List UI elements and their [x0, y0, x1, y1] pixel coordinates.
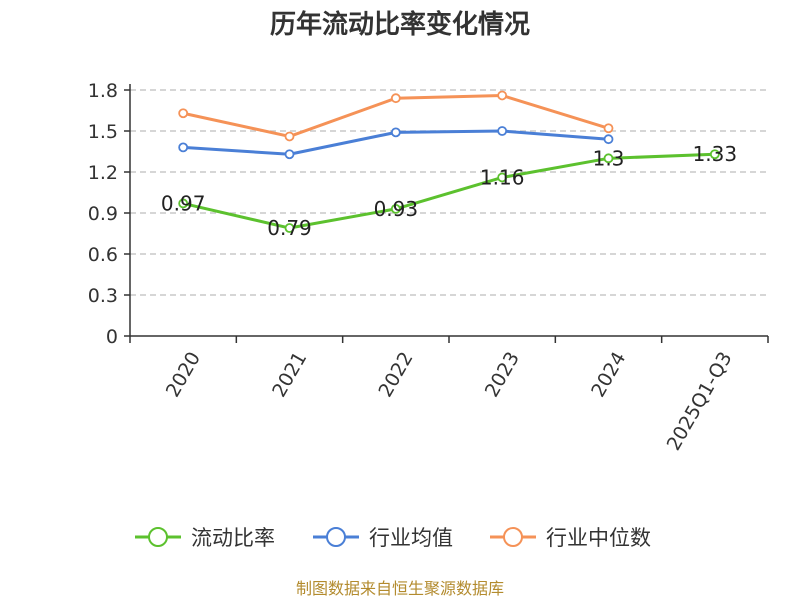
- series-line: [182, 152, 715, 230]
- x-tick-label: 2025Q1-Q3: [663, 348, 737, 454]
- legend-marker: [503, 527, 523, 547]
- data-point: [178, 142, 189, 153]
- chart-title: 历年流动比率变化情况: [270, 9, 530, 40]
- y-tick-label: 0.6: [88, 244, 118, 266]
- legend-label: 行业中位数: [546, 526, 651, 550]
- data-point: [284, 149, 295, 160]
- data-label: 0.93: [374, 197, 419, 221]
- data-point: [603, 153, 614, 164]
- data-point: [603, 123, 614, 134]
- y-tick-label: 0: [106, 326, 118, 348]
- legend-label: 流动比率: [191, 526, 275, 550]
- y-tick-label: 1.2: [88, 162, 118, 184]
- data-point: [497, 126, 508, 136]
- data-point: [284, 131, 295, 142]
- y-tick-label: 1.8: [88, 80, 118, 102]
- source-note: 制图数据来自恒生聚源数据库: [296, 579, 504, 598]
- data-point: [284, 223, 295, 233]
- data-point: [178, 198, 189, 209]
- legend-marker: [148, 527, 168, 547]
- data-label: 0.97: [161, 191, 206, 215]
- data-point: [497, 90, 508, 101]
- axes: 0 0.3 0.6 0.9 1.2 1.5 1.8 2020 2021 2022 2023 2024 2…: [88, 80, 769, 454]
- x-tick-label: 2021: [268, 348, 311, 401]
- legend-marker: [326, 527, 346, 547]
- x-tick-label: 2024: [587, 348, 630, 401]
- data-label: 1.3: [593, 146, 625, 170]
- data-label: 1.16: [480, 165, 525, 189]
- y-tick-label: 1.5: [88, 121, 118, 143]
- x-tick-label: 2023: [481, 348, 524, 401]
- series-group: 0.97 0.79 0.93 1.16 1.3 1.33: [161, 90, 738, 240]
- data-point: [390, 203, 401, 214]
- y-tick-label: 0.9: [88, 203, 118, 225]
- legend: 流动比率 行业均值 行业中位数: [135, 526, 651, 550]
- x-tick-label: 2020: [162, 348, 205, 401]
- data-label: 0.79: [267, 216, 312, 240]
- data-point: [603, 134, 614, 145]
- grid-lines: [130, 89, 768, 296]
- x-tick-label: 2022: [374, 348, 417, 401]
- data-point: [390, 93, 401, 104]
- legend-label: 行业均值: [369, 526, 453, 550]
- data-point: [178, 108, 189, 119]
- data-point: [390, 127, 401, 138]
- y-tick-label: 0.3: [88, 285, 118, 307]
- data-point: [709, 149, 720, 160]
- data-point: [497, 172, 508, 183]
- data-label: 1.33: [693, 142, 738, 166]
